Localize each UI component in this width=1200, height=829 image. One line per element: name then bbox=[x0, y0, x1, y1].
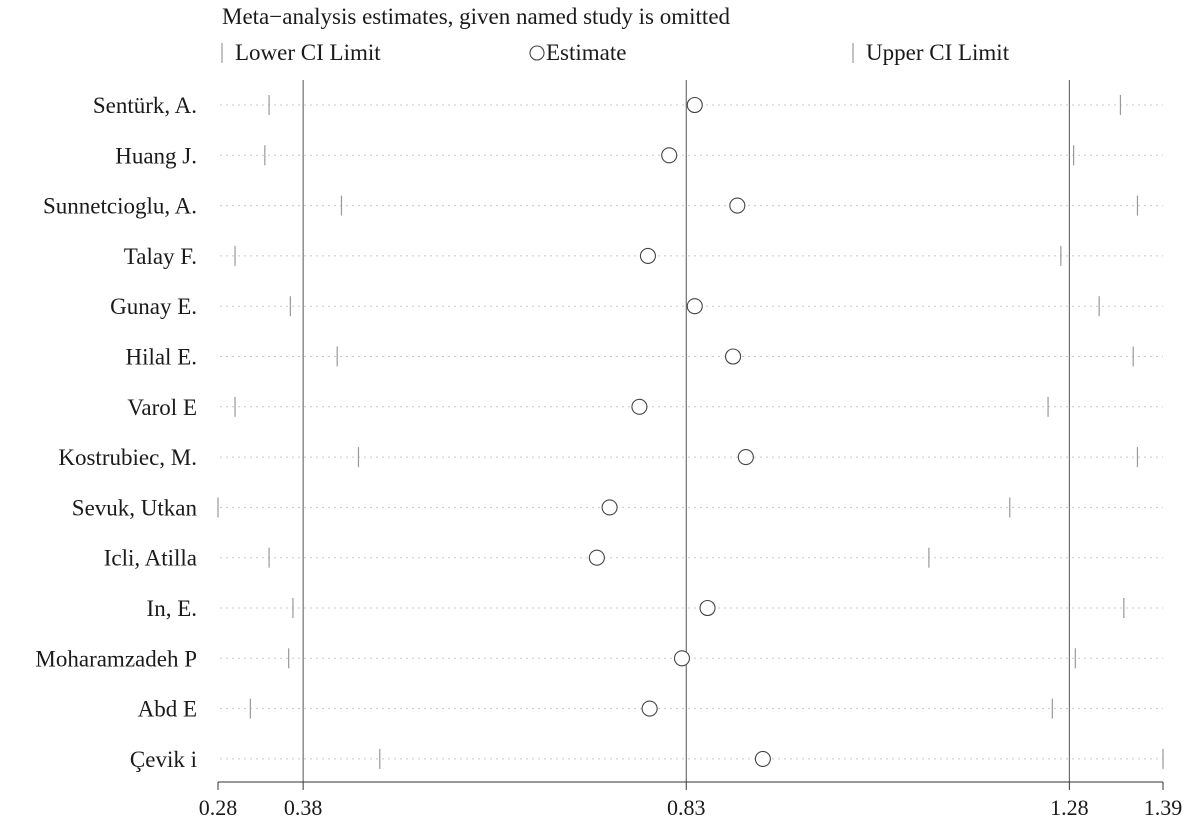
study-label: Icli, Atilla bbox=[104, 546, 197, 571]
study-labels: Sentürk, A. Huang J. Sunnetcioglu, A. Talay… bbox=[35, 93, 197, 772]
estimate-point bbox=[588, 549, 605, 566]
estimate-point bbox=[699, 599, 716, 617]
x-tick-label: 1.39 bbox=[1144, 795, 1183, 820]
estimate-point bbox=[673, 650, 691, 667]
estimate-point bbox=[686, 298, 703, 315]
x-tick-label: 1.28 bbox=[1050, 795, 1089, 820]
ci-marks bbox=[217, 95, 1164, 769]
estimate-point bbox=[754, 750, 771, 767]
study-label: Sentürk, A. bbox=[93, 93, 197, 118]
legend-circle-icon bbox=[529, 45, 545, 61]
reference-lines bbox=[302, 80, 1070, 782]
study-label: Sevuk, Utkan bbox=[72, 495, 198, 520]
study-label: Huang J. bbox=[115, 143, 197, 168]
study-label: Talay F. bbox=[124, 244, 197, 269]
chart-title: Meta−analysis estimates, given named stu… bbox=[222, 4, 731, 29]
x-tick-label: 0.83 bbox=[667, 795, 706, 820]
x-axis: 0.28 0.38 0.83 1.28 1.39 bbox=[199, 781, 1183, 820]
estimate-point bbox=[686, 96, 703, 114]
study-label: Kostrubiec, M. bbox=[58, 445, 197, 470]
estimate-point bbox=[641, 700, 658, 717]
study-label: Varol E bbox=[127, 395, 197, 420]
estimate-point bbox=[601, 499, 618, 516]
study-label: Hilal E. bbox=[125, 345, 197, 370]
study-label: Abd E bbox=[138, 697, 197, 722]
estimate-point bbox=[639, 247, 656, 264]
x-tick-label: 0.28 bbox=[199, 795, 238, 820]
estimate-point bbox=[737, 449, 754, 466]
estimate-point bbox=[729, 197, 746, 214]
study-label: Sunnetcioglu, A. bbox=[43, 194, 197, 219]
study-label: Moharamzadeh P bbox=[35, 646, 197, 671]
study-label: In, E. bbox=[147, 596, 197, 621]
legend-label: Lower CI Limit bbox=[235, 40, 381, 65]
estimate-point bbox=[661, 147, 678, 164]
x-tick-label: 0.38 bbox=[284, 795, 323, 820]
estimate-point bbox=[631, 398, 648, 415]
study-label: Çevik i bbox=[130, 747, 197, 772]
legend-label: Estimate bbox=[546, 40, 626, 65]
legend: Lower CI Limit Estimate Upper CI Limit bbox=[221, 40, 1010, 65]
estimate-point bbox=[725, 348, 742, 365]
row-guides bbox=[220, 104, 1163, 760]
study-label: Gunay E. bbox=[110, 294, 197, 319]
legend-label: Upper CI Limit bbox=[866, 40, 1010, 65]
